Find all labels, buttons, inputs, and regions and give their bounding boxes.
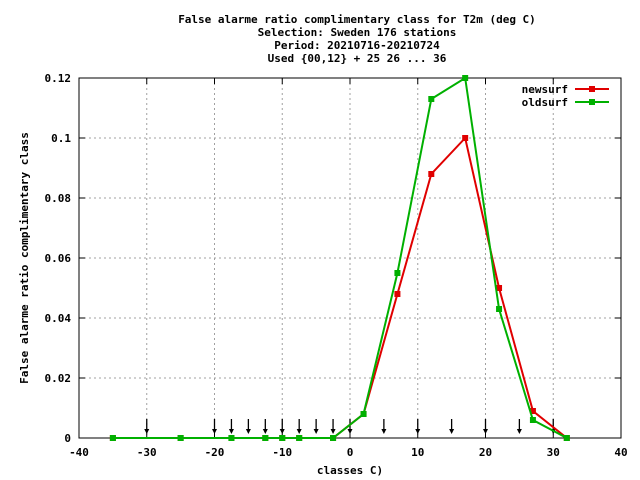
oldsurf-point bbox=[394, 270, 401, 276]
class-limit-arrow-head bbox=[228, 429, 234, 434]
axes: 0 0.02 0.04 0.06 0.08 0.1 0.12 -40 -30 -20 -10 0 10 2… bbox=[45, 72, 628, 459]
class-limit-arrow-head bbox=[381, 429, 387, 434]
x-tick-label: 30 bbox=[547, 446, 560, 459]
chart-title: False alarme ratio complimentary class f… bbox=[178, 13, 536, 65]
x-tick-label: 10 bbox=[411, 446, 424, 459]
x-tick-label: -30 bbox=[137, 446, 157, 459]
oldsurf-point bbox=[462, 75, 469, 81]
oldsurf-point bbox=[330, 435, 337, 441]
oldsurf-point bbox=[262, 435, 269, 441]
title-line-1: False alarme ratio complimentary class f… bbox=[178, 13, 536, 26]
class-limit-arrow-head bbox=[516, 429, 522, 434]
x-tick-label: -10 bbox=[272, 446, 292, 459]
oldsurf-point bbox=[360, 411, 367, 417]
class-limit-arrow-head bbox=[245, 429, 251, 434]
class-limit-arrow-head bbox=[144, 429, 150, 434]
oldsurf-point bbox=[563, 435, 570, 441]
x-tick-label: 40 bbox=[614, 446, 627, 459]
y-tick-label: 0.02 bbox=[45, 372, 72, 385]
oldsurf-point bbox=[109, 435, 116, 441]
oldsurf-point bbox=[529, 417, 536, 423]
title-line-4: Used {00,12} + 25 26 ... 36 bbox=[268, 52, 447, 65]
class-limit-arrow-head bbox=[347, 429, 353, 434]
newsurf-point bbox=[462, 135, 469, 141]
y-tick-label: 0.06 bbox=[45, 252, 72, 265]
oldsurf-point bbox=[428, 96, 435, 102]
y-tick-label: 0.1 bbox=[51, 132, 71, 145]
x-tick-label: 20 bbox=[479, 446, 492, 459]
class-limit-arrow-head bbox=[212, 429, 217, 434]
oldsurf-point bbox=[296, 435, 303, 441]
legend-label-newsurf: newsurf bbox=[522, 83, 568, 96]
class-limit-arrow-head bbox=[330, 429, 336, 434]
plot-frame bbox=[78, 77, 622, 439]
grid bbox=[79, 78, 621, 438]
y-tick-label: 0 bbox=[64, 432, 71, 445]
oldsurf-point bbox=[177, 435, 184, 441]
newsurf-point bbox=[428, 171, 435, 177]
legend-label-oldsurf: oldsurf bbox=[522, 96, 568, 109]
class-limit-arrow-head bbox=[262, 429, 268, 434]
x-tick-label: -40 bbox=[69, 446, 89, 459]
y-axis-label: False alarme ratio complimentary class bbox=[18, 132, 31, 384]
class-limit-arrow-head bbox=[296, 429, 302, 434]
title-line-2: Selection: Sweden 176 stations bbox=[258, 26, 457, 39]
oldsurf-line bbox=[112, 76, 568, 439]
x-axis-label: classes C) bbox=[317, 464, 383, 477]
newsurf-point bbox=[496, 285, 503, 291]
x-tick-label: 0 bbox=[347, 446, 354, 459]
class-limit-arrow-head bbox=[483, 429, 488, 434]
legend-marker-oldsurf bbox=[589, 99, 595, 105]
oldsurf-point bbox=[279, 435, 286, 441]
oldsurf-point bbox=[496, 306, 503, 312]
class-limit-arrows bbox=[144, 419, 556, 434]
legend-marker-newsurf bbox=[589, 86, 595, 92]
y-tick-label: 0.08 bbox=[45, 192, 72, 205]
x-tick-label: -20 bbox=[205, 446, 225, 459]
class-limit-arrow-head bbox=[449, 429, 455, 434]
newsurf-point bbox=[529, 408, 536, 414]
class-limit-arrow-head bbox=[279, 429, 285, 434]
series bbox=[109, 75, 570, 441]
y-tick-label: 0.04 bbox=[45, 312, 72, 325]
y-tick-label: 0.12 bbox=[45, 72, 72, 85]
class-limit-arrow-head bbox=[313, 429, 319, 434]
title-line-3: Period: 20210716-20210724 bbox=[274, 39, 440, 52]
oldsurf-point bbox=[228, 435, 235, 441]
class-limit-arrow-head bbox=[415, 429, 421, 434]
newsurf-point bbox=[394, 291, 401, 297]
